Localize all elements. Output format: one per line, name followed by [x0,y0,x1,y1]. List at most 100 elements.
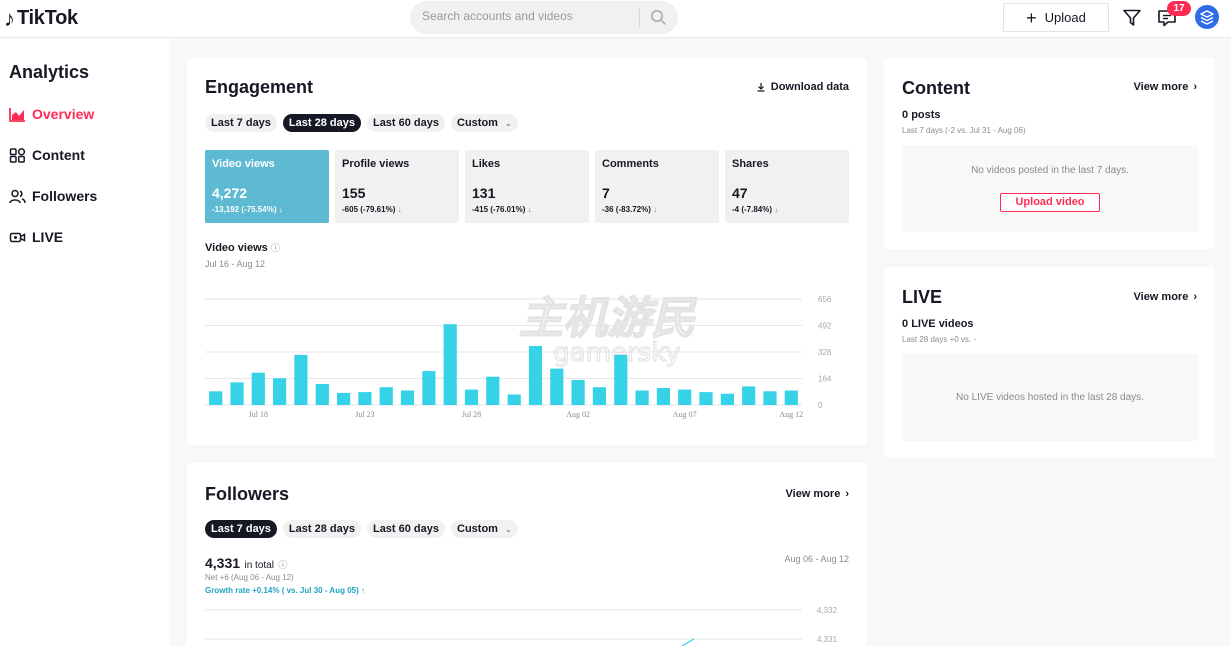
bar-jul-18[interactable] [251,372,265,405]
y-tick-label: 656 [818,295,832,304]
engagement-title: Engagement [205,77,314,97]
followers-line [681,638,695,646]
content-title: Content [902,78,970,98]
metric-label: Shares [732,158,769,170]
metric-delta: -13,192 (-75.54%) ↓ [212,205,283,214]
upload-label: Upload [1044,10,1086,25]
metric-delta: -36 (-83.72%) ↓ [602,205,657,214]
y-tick-label: 4,331 [817,635,838,644]
arrow-down-icon: ↓ [653,205,658,214]
bar-jul-23[interactable] [358,392,372,405]
download-data-link[interactable]: Download data [756,81,849,93]
bar-jul-24[interactable] [379,387,393,405]
live-range: Last 28 days +0 vs. - [902,335,977,344]
bar-jul-27[interactable] [443,324,457,405]
range-last-7[interactable]: Last 7 days [205,114,277,132]
range-last-60[interactable]: Last 60 days [366,520,446,538]
filter-icon[interactable] [1123,9,1141,26]
range-custom-label: Custom [457,117,498,129]
sidebar-item-content[interactable]: Content [9,147,85,163]
avatar[interactable] [1195,5,1219,29]
sidebar-item-overview[interactable]: Overview [9,106,94,122]
sidebar-item-label: LIVE [32,229,64,245]
range-last-28[interactable]: Last 28 days [282,114,361,132]
y-tick-label: 164 [818,375,832,384]
range-custom[interactable]: Custom ⌄ [451,520,518,538]
sidebar-item-followers[interactable]: Followers [9,188,97,204]
post-count-value: 0 [902,109,909,121]
bar-jul-21[interactable] [315,384,329,405]
y-tick-label: 328 [818,348,832,357]
bar-jul-16[interactable] [209,391,223,405]
metric-tiles: Video views 4,272 -13,192 (-75.54%) ↓ Pr… [205,150,849,223]
followers-total-label: in total [244,560,274,571]
bar-aug-11[interactable] [763,391,777,405]
bar-jul-20[interactable] [294,354,308,405]
x-tick-label: Aug 07 [673,410,697,419]
bar-jul-30[interactable] [507,394,521,406]
bar-aug-02[interactable] [571,380,585,405]
bar-aug-12[interactable] [784,390,798,406]
bar-jul-28[interactable] [464,389,479,405]
metric-likes[interactable]: Likes 131 -415 (-76.01%) ↓ [465,150,589,223]
chevron-right-icon: › [1193,291,1197,303]
range-last-60[interactable]: Last 60 days [366,114,446,132]
range-custom[interactable]: Custom ⌄ [451,114,518,132]
upload-button[interactable]: + Upload [1003,3,1109,32]
followers-total: 4,331 in total ⓘ [205,555,287,573]
bar-jul-22[interactable] [337,392,351,405]
metric-label: Video views [212,158,275,170]
live-count-value: 0 [902,318,909,330]
live-empty-state: No LIVE videos hosted in the last 28 day… [902,354,1198,441]
sidebar-item-live[interactable]: LIVE [9,229,63,245]
bar-aug-04[interactable] [614,354,628,405]
bar-aug-09[interactable] [720,393,734,405]
bar-aug-03[interactable] [592,387,606,405]
view-more-label: View more [1133,291,1189,303]
plus-icon: + [1026,7,1037,28]
arrow-down-icon: ↓ [397,205,402,214]
bar-jul-31[interactable] [528,346,543,405]
bar-aug-10[interactable] [742,386,756,405]
bar-aug-01[interactable] [550,368,564,405]
view-more-label: View more [1133,81,1189,93]
metric-comments[interactable]: Comments 7 -36 (-83.72%) ↓ [595,150,719,223]
bar-jul-17[interactable] [230,382,244,405]
bar-aug-08[interactable] [699,392,713,405]
arrow-down-icon: ↓ [774,205,779,214]
metric-value: 7 [602,185,610,201]
grid-icon [9,147,26,163]
upload-video-button[interactable]: Upload video [1000,193,1100,212]
metric-value: 131 [472,185,496,201]
bar-aug-05[interactable] [635,390,649,406]
metric-label: Profile views [342,158,410,170]
range-last-28[interactable]: Last 28 days [282,520,361,538]
search-input[interactable] [422,9,637,23]
bar-aug-06[interactable] [656,388,670,405]
bar-aug-07[interactable] [678,389,692,405]
x-tick-label: Jul 18 [249,410,268,419]
arrow-up-icon: ↑ [361,586,365,595]
bar-jul-25[interactable] [400,390,415,406]
arrow-down-icon: ↓ [527,205,532,214]
bar-jul-29[interactable] [486,376,500,405]
bar-jul-19[interactable] [273,378,287,405]
search-icon[interactable] [650,9,666,25]
info-icon[interactable]: ⓘ [278,560,288,570]
content-view-more[interactable]: View more › [1134,81,1198,93]
bar-jul-26[interactable] [422,371,436,405]
metric-delta: -415 (-76.01%) ↓ [472,205,532,214]
followers-date-range: Aug 06 - Aug 12 [784,554,849,564]
range-last-7[interactable]: Last 7 days [205,520,277,538]
metric-profile-views[interactable]: Profile views 155 -605 (-79.61%) ↓ [335,150,459,223]
followers-card: Followers View more › Last 7 days Last 2… [187,463,867,646]
info-icon[interactable]: ⓘ [270,243,280,253]
engagement-card: Engagement Download data Last 7 days Las… [187,58,867,445]
metric-video-views[interactable]: Video views 4,272 -13,192 (-75.54%) ↓ [205,150,329,223]
tiktok-logo[interactable]: ♪ TikTok [4,7,78,30]
metric-delta-text: -415 (-76.01%) [472,205,526,214]
live-view-more[interactable]: View more › [1134,291,1198,303]
metric-shares[interactable]: Shares 47 -4 (-7.84%) ↓ [725,150,849,223]
followers-view-more[interactable]: View more › [786,488,850,500]
